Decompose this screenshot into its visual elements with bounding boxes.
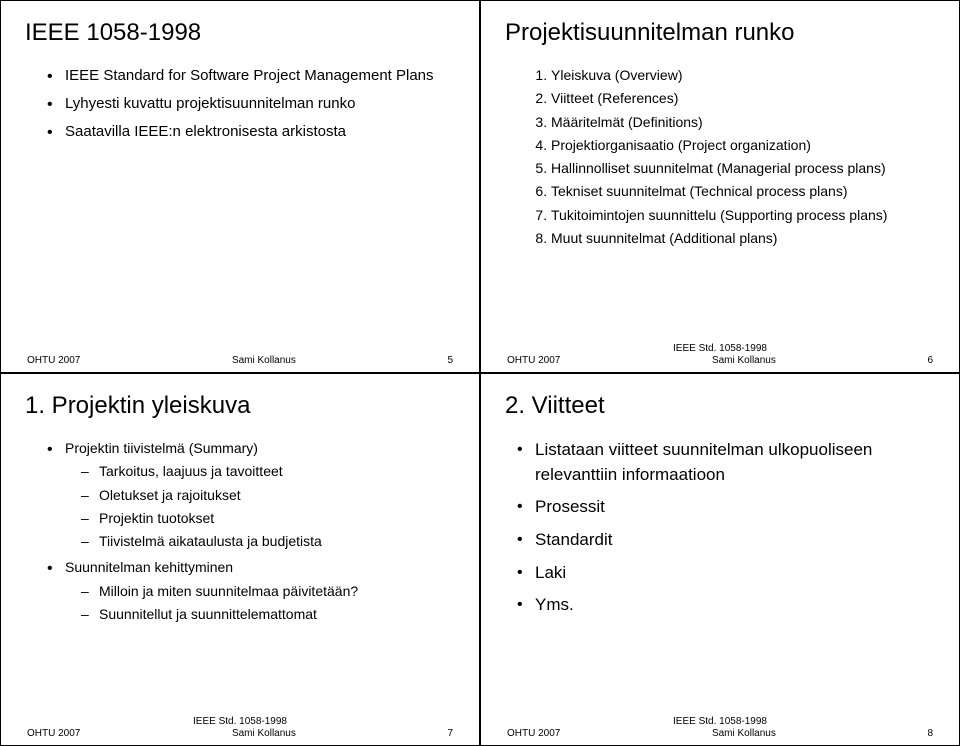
slide-content: Projektin tiivistelmä (Summary) Tarkoitu… xyxy=(25,438,455,712)
footer-course: OHTU 2007 xyxy=(27,728,80,739)
bullet: Lyhyesti kuvattu projektisuunnitelman ru… xyxy=(65,93,455,115)
bullet-label: Projektin tiivistelmä (Summary) xyxy=(65,440,258,456)
sub-bullet: Tiivistelmä aikataulusta ja budjetista xyxy=(99,531,455,551)
bullet: Yms. xyxy=(535,593,935,618)
bullet: Laki xyxy=(535,561,935,586)
slide-title: Projektisuunnitelman runko xyxy=(505,19,935,47)
bullet: Projektin tiivistelmä (Summary) Tarkoitu… xyxy=(65,438,455,551)
numbered-item: Projektiorganisaatio (Project organizati… xyxy=(551,135,935,155)
footer-pagenum: 6 xyxy=(927,355,933,366)
numbered-item: Yleiskuva (Overview) xyxy=(551,65,935,85)
slide-footer: OHTU 2007 Sami Kollanus 5 xyxy=(25,343,455,366)
footer-pagenum: 5 xyxy=(447,355,453,366)
bullet: Suunnitelman kehittyminen Milloin ja mit… xyxy=(65,557,455,624)
slide-content: Listataan viitteet suunnitelman ulkopuol… xyxy=(505,438,935,712)
sub-bullet: Suunnitellut ja suunnittelemattomat xyxy=(99,604,455,624)
bullet: Listataan viitteet suunnitelman ulkopuol… xyxy=(535,438,935,487)
footer-course: OHTU 2007 xyxy=(27,355,80,366)
sub-bullet: Projektin tuotokset xyxy=(99,508,455,528)
slide-footer: IEEE Std. 1058-1998 OHTU 2007 Sami Kolla… xyxy=(25,716,455,739)
sub-bullet: Tarkoitus, laajuus ja tavoitteet xyxy=(99,461,455,481)
bullet: Saatavilla IEEE:n elektronisesta arkisto… xyxy=(65,121,455,143)
slide-content: IEEE Standard for Software Project Manag… xyxy=(25,65,455,339)
slide-6: Projektisuunnitelman runko Yleiskuva (Ov… xyxy=(480,0,960,373)
slide-title: 2. Viitteet xyxy=(505,392,935,420)
numbered-item: Tukitoimintojen suunnittelu (Supporting … xyxy=(551,205,935,225)
footer-std: IEEE Std. 1058-1998 xyxy=(25,716,455,728)
numbered-item: Hallinnolliset suunnitelmat (Managerial … xyxy=(551,158,935,178)
slide-8: 2. Viitteet Listataan viitteet suunnitel… xyxy=(480,373,960,746)
sub-bullet: Milloin ja miten suunnitelmaa päivitetää… xyxy=(99,581,455,601)
footer-author: Sami Kollanus xyxy=(712,355,776,366)
bullet: IEEE Standard for Software Project Manag… xyxy=(65,65,455,87)
footer-std: IEEE Std. 1058-1998 xyxy=(505,716,935,728)
bullet: Standardit xyxy=(535,528,935,553)
numbered-item: Tekniset suunnitelmat (Technical process… xyxy=(551,181,935,201)
slide-content: Yleiskuva (Overview) Viitteet (Reference… xyxy=(505,65,935,339)
numbered-item: Viitteet (References) xyxy=(551,88,935,108)
footer-std xyxy=(25,343,455,355)
footer-author: Sami Kollanus xyxy=(232,355,296,366)
slide-footer: IEEE Std. 1058-1998 OHTU 2007 Sami Kolla… xyxy=(505,343,935,366)
slide-5: IEEE 1058-1998 IEEE Standard for Softwar… xyxy=(0,0,480,373)
footer-course: OHTU 2007 xyxy=(507,728,560,739)
footer-std: IEEE Std. 1058-1998 xyxy=(505,343,935,355)
bullet: Prosessit xyxy=(535,495,935,520)
sub-bullet: Oletukset ja rajoitukset xyxy=(99,485,455,505)
slide-title: 1. Projektin yleiskuva xyxy=(25,392,455,420)
slide-title: IEEE 1058-1998 xyxy=(25,19,455,47)
footer-pagenum: 7 xyxy=(447,728,453,739)
slide-7: 1. Projektin yleiskuva Projektin tiivist… xyxy=(0,373,480,746)
bullet-label: Suunnitelman kehittyminen xyxy=(65,559,233,575)
footer-course: OHTU 2007 xyxy=(507,355,560,366)
footer-author: Sami Kollanus xyxy=(712,728,776,739)
footer-pagenum: 8 xyxy=(927,728,933,739)
numbered-item: Muut suunnitelmat (Additional plans) xyxy=(551,228,935,248)
numbered-item: Määritelmät (Definitions) xyxy=(551,112,935,132)
footer-author: Sami Kollanus xyxy=(232,728,296,739)
slide-footer: IEEE Std. 1058-1998 OHTU 2007 Sami Kolla… xyxy=(505,716,935,739)
